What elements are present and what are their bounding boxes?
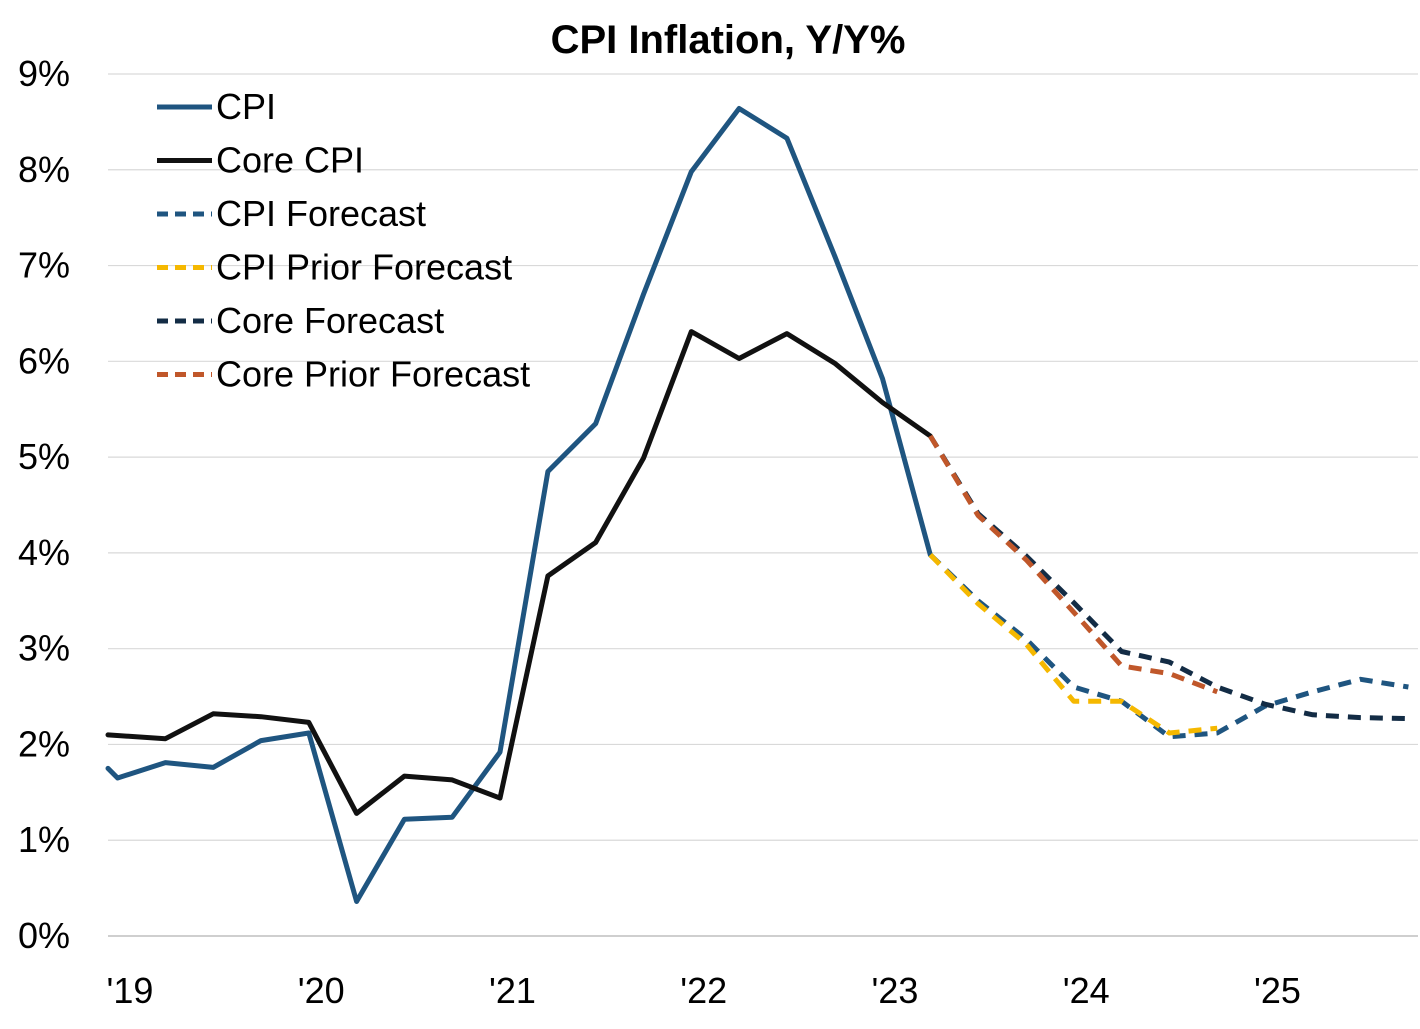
legend: CPI Core CPI CPI Forecast CPI Prior Forecas… bbox=[157, 86, 530, 395]
y-tick-label: 9% bbox=[18, 53, 70, 94]
x-tick-label: '22 bbox=[680, 970, 727, 1011]
y-tick-label: 6% bbox=[18, 340, 70, 381]
y-tick-label: 3% bbox=[18, 628, 70, 669]
gridlines bbox=[108, 73, 1418, 937]
legend-label: Core Prior Forecast bbox=[216, 354, 530, 395]
legend-label: Core Forecast bbox=[216, 300, 444, 341]
legend-label: CPI Prior Forecast bbox=[216, 247, 512, 288]
y-tick-label: 0% bbox=[18, 915, 70, 956]
y-tick-label: 7% bbox=[18, 245, 70, 286]
y-tick-label: 4% bbox=[18, 532, 70, 573]
legend-label: CPI Forecast bbox=[216, 193, 426, 234]
y-tick-label: 2% bbox=[18, 723, 70, 764]
x-tick-label: '25 bbox=[1254, 970, 1301, 1011]
series-line-cpi bbox=[105, 106, 933, 904]
y-tick-label: 8% bbox=[18, 149, 70, 190]
y-tick-label: 5% bbox=[18, 436, 70, 477]
series-line-core-prior-forecast bbox=[928, 434, 1219, 695]
series-line-cpi-prior-forecast bbox=[928, 553, 1218, 736]
series-line-cpi-forecast bbox=[928, 552, 1409, 740]
x-tick-label: '24 bbox=[1063, 970, 1110, 1011]
x-axis-ticks: '19 '20 '21 '22 '23 '24 '25 bbox=[107, 970, 1301, 1011]
series-line-core-forecast bbox=[928, 434, 1409, 722]
legend-label: CPI bbox=[216, 86, 276, 127]
chart-title: CPI Inflation, Y/Y% bbox=[551, 18, 906, 62]
y-axis-ticks: 0% 1% 2% 3% 4% 5% 6% 7% 8% 9% bbox=[18, 53, 70, 956]
series-lines bbox=[105, 106, 1409, 904]
x-tick-label: '21 bbox=[489, 970, 536, 1011]
legend-label: Core CPI bbox=[216, 140, 364, 181]
x-tick-label: '19 bbox=[107, 970, 154, 1011]
series-line-core-cpi bbox=[105, 329, 933, 816]
y-tick-label: 1% bbox=[18, 819, 70, 860]
x-tick-label: '20 bbox=[298, 970, 345, 1011]
x-tick-label: '23 bbox=[872, 970, 919, 1011]
